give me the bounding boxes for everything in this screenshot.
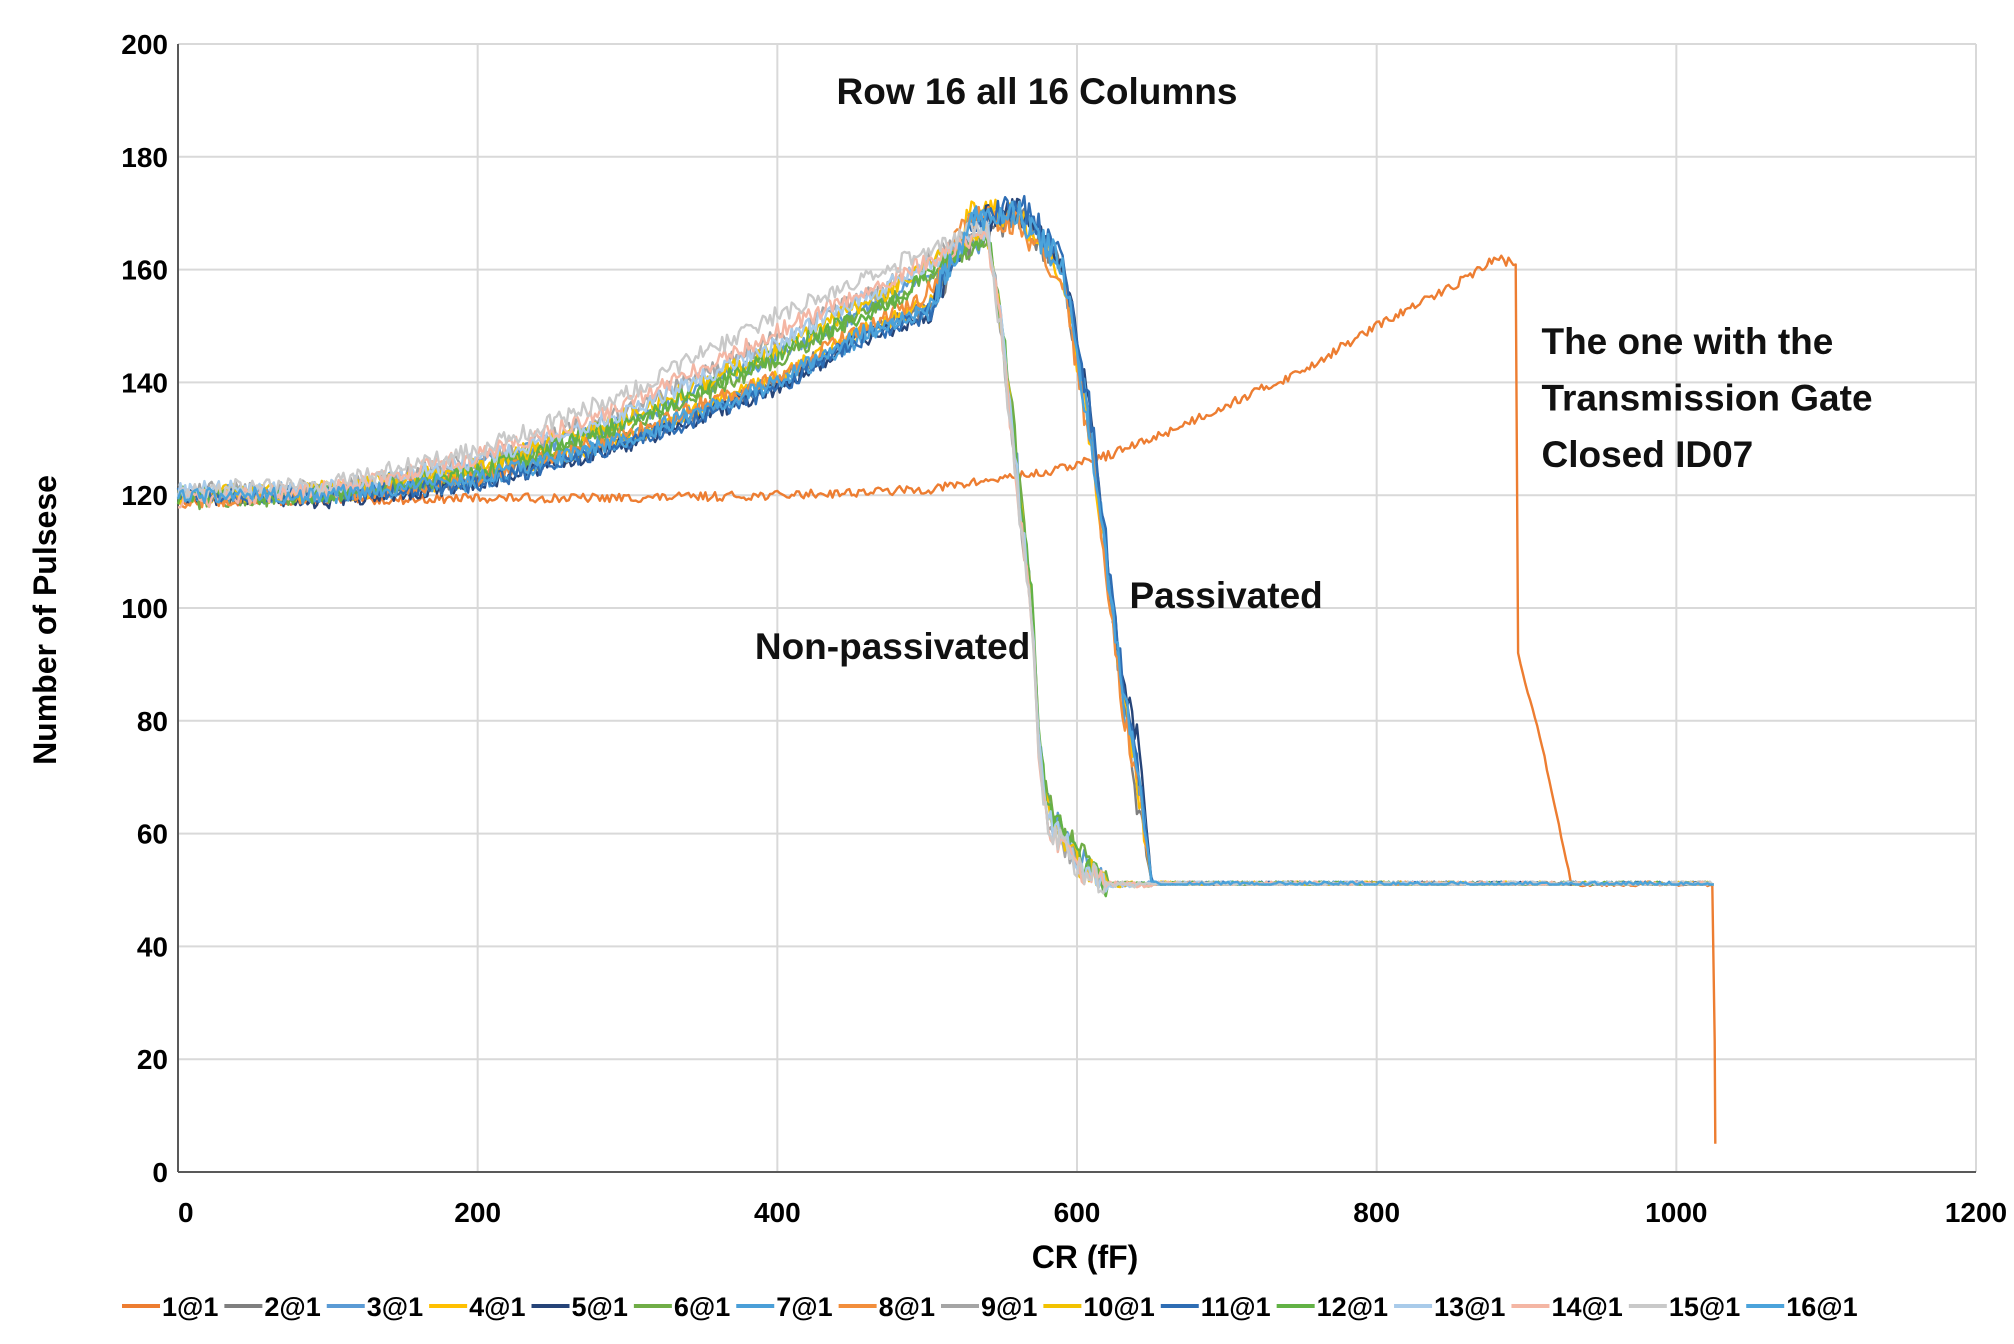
y-tick-label: 20 [137,1044,168,1075]
legend-entry: 7@1 [776,1292,832,1322]
legend-entry: 8@1 [879,1292,935,1322]
legend-entry: 11@1 [1201,1292,1271,1322]
y-tick-label: 140 [121,367,168,398]
gridlines [178,43,1977,1172]
x-tick-label: 800 [1353,1197,1400,1228]
x-tick-label: 0 [178,1197,194,1228]
annotation-label: The one with the [1541,321,1833,362]
y-tick-label: 0 [152,1157,168,1188]
y-tick-label: 160 [121,255,168,286]
tick-labels: 0 20 40 60 80 100 120 140 160 180 200 0 200 400 600 800… [121,29,2007,1228]
annotation-label: Transmission Gate [1541,378,1872,419]
y-tick-label: 120 [121,480,168,511]
series-line-1@1 [177,254,1717,1144]
y-tick-label: 80 [137,706,168,737]
annotation-label: Closed ID07 [1541,434,1753,475]
legend-entry: 4@1 [469,1292,525,1322]
legend-entry: 6@1 [674,1292,730,1322]
legend-entry: 3@1 [367,1292,423,1322]
legend-entry: 12@1 [1317,1292,1388,1322]
annotation-label: Non-passivated [755,626,1031,667]
y-tick-label: 180 [121,142,168,173]
x-tick-label: 600 [1054,1197,1101,1228]
legend-entry: 2@1 [264,1292,320,1322]
legend-entry: 1@1 [162,1292,218,1322]
x-axis-title: CR (fF) [1032,1239,1139,1275]
legend-entry: 10@1 [1083,1292,1154,1322]
x-tick-label: 1200 [1945,1197,2007,1228]
y-tick-label: 40 [137,931,168,962]
annotations: Non-passivated Passivated The one with the… [755,321,1873,667]
legend-entry: 15@1 [1669,1292,1740,1322]
legend-entry: 14@1 [1551,1292,1622,1322]
legend-entry: 5@1 [572,1292,628,1322]
x-tick-label: 200 [454,1197,501,1228]
y-tick-label: 100 [121,593,168,624]
y-axis-title: Number of Pulsese [27,475,63,765]
data-series [176,194,1717,1144]
x-tick-label: 400 [754,1197,801,1228]
annotation-label: Passivated [1129,575,1322,616]
legend-entry: 13@1 [1434,1292,1505,1322]
legend: 1@1 2@1 3@1 4@1 5@1 6@1 7@1 8@1 9@1 10@1 11@1 12@1 1… [122,1292,1858,1322]
x-tick-label: 1000 [1645,1197,1707,1228]
axes [177,44,1976,1173]
chart-title: Row 16 all 16 Columns [837,71,1238,112]
legend-entry: 9@1 [981,1292,1037,1322]
series-line-16@1 [176,200,1714,886]
legend-entry: 16@1 [1786,1292,1857,1322]
y-tick-label: 60 [137,819,168,850]
y-tick-label: 200 [121,29,168,60]
